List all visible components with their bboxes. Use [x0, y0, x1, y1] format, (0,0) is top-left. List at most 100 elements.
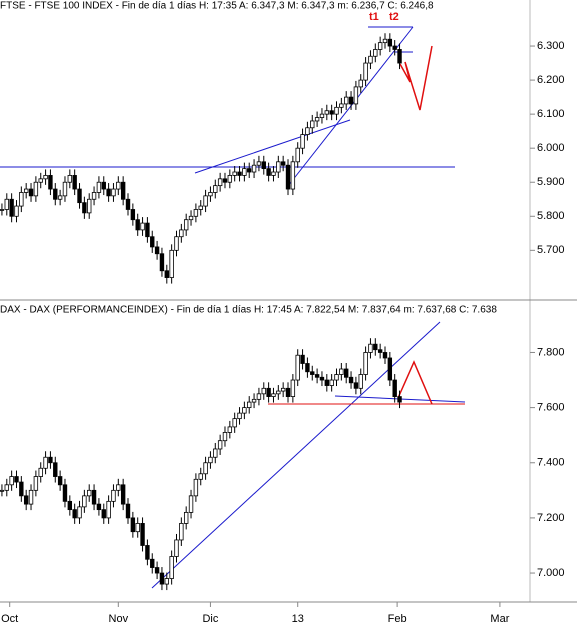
candle [314, 117, 320, 122]
candle [169, 249, 174, 278]
candle [43, 456, 48, 469]
candle [251, 164, 257, 173]
candle [43, 175, 48, 180]
candle [179, 523, 184, 541]
candle [319, 113, 325, 118]
candle [324, 379, 330, 386]
candle [0, 489, 5, 492]
candle [82, 202, 87, 214]
candle [232, 171, 237, 176]
x-tick-label: Feb [388, 613, 407, 625]
candle [305, 363, 310, 373]
candle [353, 86, 359, 105]
candle [280, 161, 286, 166]
candle [271, 393, 276, 397]
candle [135, 523, 140, 533]
candle [363, 352, 368, 375]
candle [363, 62, 368, 81]
candle [77, 188, 82, 204]
candle [193, 478, 199, 497]
candle [91, 489, 97, 505]
candle [295, 147, 300, 163]
candle [188, 495, 194, 513]
candle [116, 484, 121, 491]
candle [382, 352, 388, 359]
candle [57, 476, 63, 486]
x-tick-label: 13 [292, 613, 304, 625]
candle [48, 456, 53, 464]
candle [9, 476, 14, 486]
candle [227, 175, 233, 183]
candle [96, 181, 102, 193]
candle [164, 270, 169, 278]
trendline [287, 26, 414, 187]
y-tick-label: 5.800 [537, 210, 565, 222]
y-tick-label: 7.400 [537, 457, 565, 469]
candle [280, 387, 286, 392]
candle [19, 192, 24, 207]
panel-title: DAX - DAX (PERFORMANCEINDEX) - Fin de dí… [0, 305, 497, 316]
candle [9, 198, 14, 217]
candle [208, 456, 213, 464]
candle [319, 376, 325, 381]
candle [106, 500, 111, 519]
y-tick-label: 6.200 [537, 74, 565, 86]
candle [62, 181, 68, 197]
candle [179, 229, 184, 238]
panel-title: FTSE - FTSE 100 INDEX - Fin de día 1 día… [0, 1, 434, 12]
x-tick-label: Oct [1, 613, 18, 625]
candle [77, 506, 82, 519]
candle [198, 473, 203, 480]
candle [87, 489, 92, 497]
candle [4, 198, 9, 210]
candle [285, 164, 291, 190]
candle [387, 357, 393, 381]
candle [188, 215, 194, 221]
y-tick-label: 7.600 [537, 402, 565, 414]
candle [203, 195, 208, 207]
candle [339, 368, 344, 375]
candle [343, 368, 349, 378]
candle [373, 49, 378, 57]
candle [266, 387, 271, 397]
candle [358, 79, 363, 88]
candle [300, 134, 305, 149]
candle [111, 489, 116, 502]
candle [373, 343, 378, 351]
candle [4, 484, 9, 491]
candle [67, 175, 73, 183]
x-tick-label: Dic [202, 613, 218, 625]
candle [38, 178, 43, 183]
candle [237, 171, 242, 176]
candle [120, 181, 126, 200]
y-tick-label: 6.100 [537, 108, 565, 120]
candle [392, 45, 397, 50]
candle [222, 432, 228, 442]
candle [101, 181, 106, 190]
candle [198, 205, 203, 210]
y-tick-label: 5.900 [537, 176, 565, 188]
candle [232, 418, 237, 428]
candle [53, 188, 58, 200]
candle [154, 246, 160, 255]
candle [183, 219, 189, 231]
candle [300, 354, 305, 364]
candle [154, 567, 160, 574]
candle [217, 440, 223, 450]
candle [28, 188, 34, 197]
candle [91, 192, 97, 200]
candle [62, 484, 68, 502]
candle [0, 209, 5, 211]
candle [130, 209, 136, 221]
candle [164, 578, 169, 585]
candle [159, 572, 165, 585]
candle [397, 396, 402, 403]
x-tick-label: Nov [109, 613, 129, 625]
y-tick-label: 7.800 [537, 346, 565, 358]
candle [57, 195, 63, 200]
candle [343, 96, 349, 105]
candle [348, 376, 354, 384]
candle [285, 387, 291, 397]
